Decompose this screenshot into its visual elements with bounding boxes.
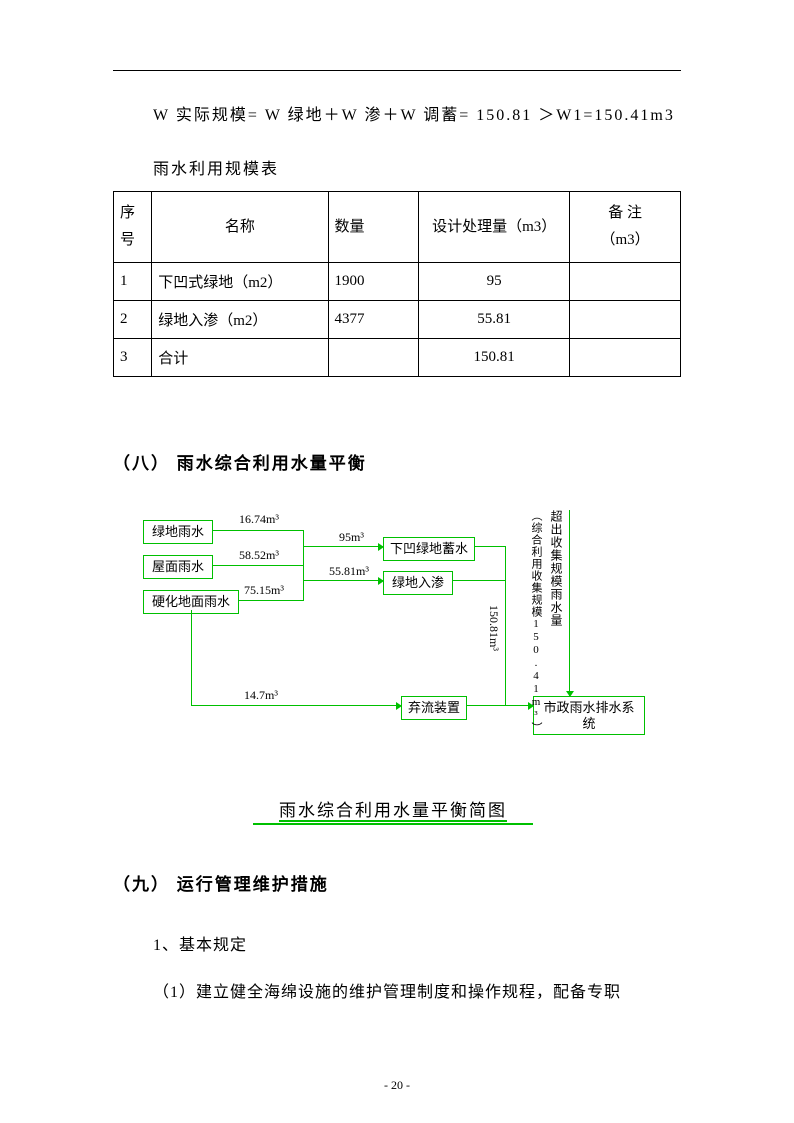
th-name: 名称 (152, 192, 328, 263)
edge (213, 530, 303, 531)
side-text-1: 超出收集规模雨水量 (548, 510, 565, 627)
diagram-caption: 雨水综合利用水量平衡简图 (253, 796, 533, 821)
flow-diagram: 绿地雨水 屋面雨水 硬化地面雨水 16.74m³ 58.52m³ 75.15m³… (143, 510, 683, 790)
node-infiltrate: 绿地入渗 (383, 571, 453, 595)
table-row: 2 绿地入渗（m2） 4377 55.81 (114, 301, 681, 339)
node-discard: 弃流装置 (401, 696, 467, 720)
th-design: 设计处理量（m3） (419, 192, 570, 263)
node-municipal: 市政雨水排水系统 (533, 696, 645, 735)
edge (475, 546, 505, 547)
table-row: 3 合计 150.81 (114, 339, 681, 377)
sub-item-1: 1、基本规定 (153, 931, 681, 955)
edge-label: 58.52m³ (238, 548, 280, 563)
edge (191, 705, 401, 706)
page-number: - 20 - (0, 1078, 794, 1093)
node-storage: 下凹绿地蓄水 (383, 537, 475, 561)
node-roof-rain: 屋面雨水 (143, 555, 213, 579)
edge (467, 705, 533, 706)
section-9-heading: （九） 运行管理维护措施 (113, 870, 681, 895)
side-text-2: （综合利用收集规模150.41m³） (528, 510, 544, 734)
edge (303, 546, 383, 547)
edge (191, 610, 192, 705)
th-seq: 序号 (114, 192, 152, 263)
edge (569, 510, 570, 696)
section-8-heading: （八） 雨水综合利用水量平衡 (113, 449, 681, 474)
scale-table: 序号 名称 数量 设计处理量（m3） 备 注 （m3） 1 下凹式绿地（m2） … (113, 191, 681, 377)
paragraph: （1）建立健全海绵设施的维护管理制度和操作规程，配备专职 (153, 977, 681, 1009)
th-note: 备 注 （m3） (570, 192, 681, 263)
node-green-rain: 绿地雨水 (143, 520, 213, 544)
edge-label: 55.81m³ (328, 564, 370, 579)
edge (213, 565, 303, 566)
edge-label: 16.74m³ (238, 512, 280, 527)
th-qty: 数量 (328, 192, 419, 263)
edge (505, 546, 506, 706)
edge (303, 530, 304, 601)
edge-label: 150.81m³ (485, 605, 502, 651)
edge-label: 95m³ (338, 530, 365, 545)
edge (239, 600, 303, 601)
table-title: 雨水利用规模表 (153, 155, 681, 179)
edge (453, 580, 505, 581)
edge (303, 580, 383, 581)
table-row: 1 下凹式绿地（m2） 1900 95 (114, 263, 681, 301)
edge-label: 75.15m³ (243, 583, 285, 598)
top-divider (113, 70, 681, 71)
formula-text: W 实际规模= W 绿地＋W 渗＋W 调蓄= 150.81 ＞W1=150.41… (153, 101, 681, 125)
edge-label: 14.7m³ (243, 688, 279, 703)
